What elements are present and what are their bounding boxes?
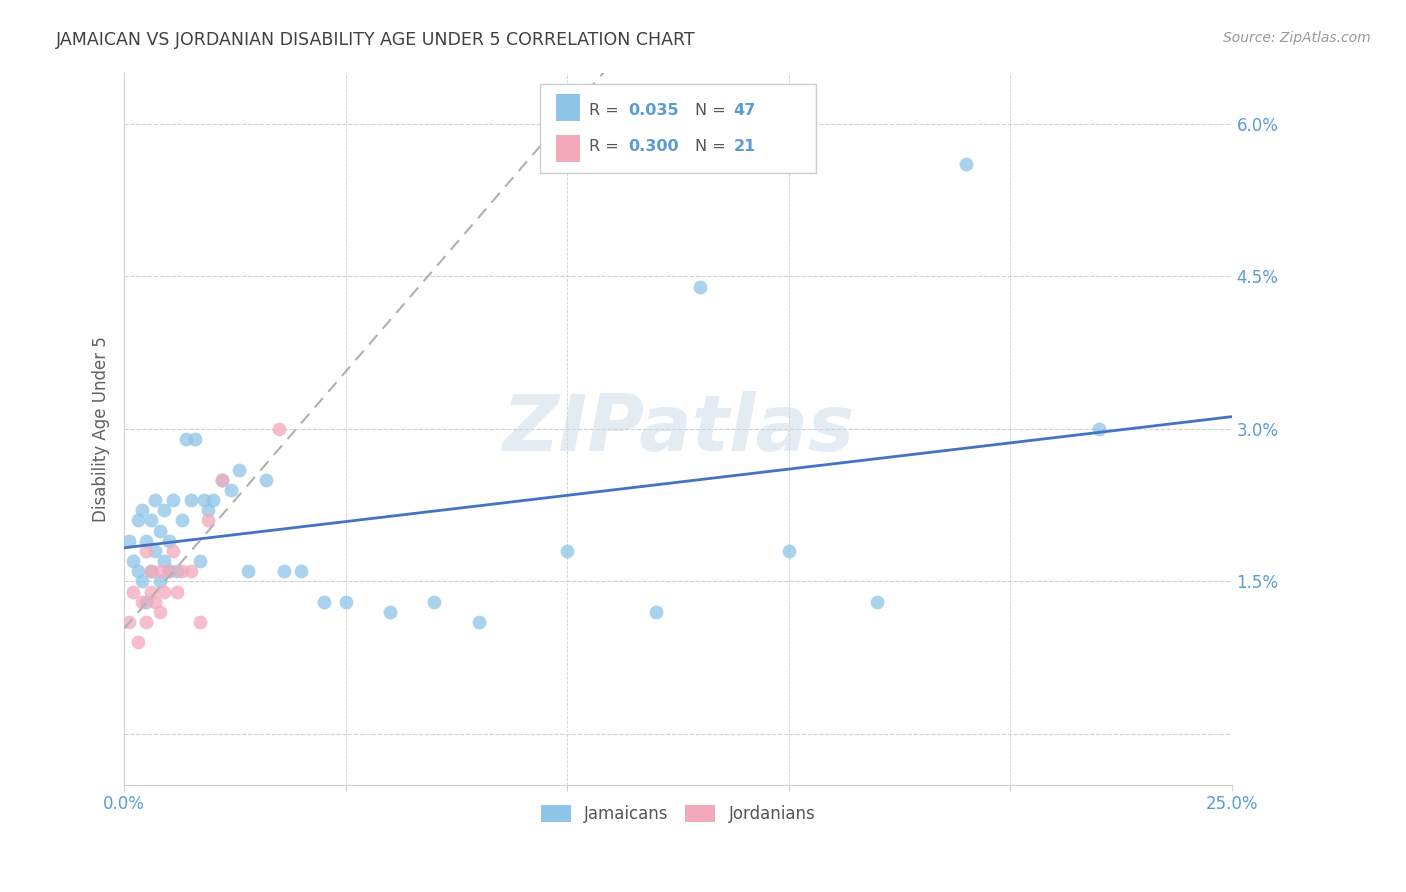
Point	[157, 564, 180, 578]
Point	[201, 493, 224, 508]
Point	[135, 615, 157, 629]
Point	[122, 554, 145, 568]
Text: ZIPatlas: ZIPatlas	[502, 391, 853, 467]
FancyBboxPatch shape	[557, 135, 581, 162]
Point	[162, 544, 184, 558]
Point	[193, 493, 215, 508]
Point	[254, 473, 277, 487]
Point	[135, 595, 157, 609]
Point	[162, 493, 184, 508]
Point	[467, 615, 489, 629]
FancyBboxPatch shape	[540, 84, 817, 173]
Point	[378, 605, 401, 619]
Point	[211, 473, 233, 487]
Point	[211, 473, 233, 487]
Point	[157, 564, 180, 578]
Text: 47: 47	[734, 103, 755, 119]
Point	[174, 432, 197, 446]
Point	[143, 544, 166, 558]
Point	[170, 564, 193, 578]
Point	[180, 493, 202, 508]
Point	[188, 615, 211, 629]
Point	[689, 279, 711, 293]
Point	[184, 432, 207, 446]
Point	[153, 584, 176, 599]
Point	[188, 554, 211, 568]
Point	[269, 422, 291, 436]
Point	[219, 483, 242, 497]
Point	[238, 564, 260, 578]
Point	[273, 564, 295, 578]
Text: R =: R =	[589, 103, 624, 119]
Point	[127, 635, 149, 649]
Point	[153, 503, 176, 517]
Point	[143, 595, 166, 609]
Point	[122, 584, 145, 599]
Text: Source: ZipAtlas.com: Source: ZipAtlas.com	[1223, 31, 1371, 45]
Text: 0.300: 0.300	[628, 139, 679, 153]
Text: 0.035: 0.035	[628, 103, 679, 119]
Point	[149, 524, 172, 538]
Point	[135, 544, 157, 558]
Point	[131, 503, 153, 517]
Point	[166, 564, 188, 578]
Point	[644, 605, 666, 619]
Point	[170, 513, 193, 527]
Point	[139, 513, 162, 527]
Text: N =: N =	[695, 139, 731, 153]
Point	[127, 513, 149, 527]
Point	[166, 584, 188, 599]
Point	[131, 595, 153, 609]
Legend: Jamaicans, Jordanians: Jamaicans, Jordanians	[534, 798, 823, 830]
Point	[555, 544, 578, 558]
Point	[127, 564, 149, 578]
Point	[197, 503, 219, 517]
Text: JAMAICAN VS JORDANIAN DISABILITY AGE UNDER 5 CORRELATION CHART: JAMAICAN VS JORDANIAN DISABILITY AGE UND…	[56, 31, 696, 49]
Point	[149, 564, 172, 578]
Point	[778, 544, 800, 558]
Point	[423, 595, 446, 609]
Point	[139, 564, 162, 578]
Point	[1087, 422, 1109, 436]
Point	[149, 574, 172, 589]
Point	[335, 595, 357, 609]
Point	[153, 554, 176, 568]
Point	[139, 564, 162, 578]
Point	[866, 595, 889, 609]
Point	[228, 462, 250, 476]
Point	[135, 533, 157, 548]
Point	[180, 564, 202, 578]
Y-axis label: Disability Age Under 5: Disability Age Under 5	[93, 336, 110, 522]
FancyBboxPatch shape	[557, 95, 581, 121]
Point	[157, 533, 180, 548]
Text: N =: N =	[695, 103, 731, 119]
Text: R =: R =	[589, 139, 624, 153]
Point	[197, 513, 219, 527]
Point	[117, 615, 139, 629]
Point	[117, 533, 139, 548]
Point	[139, 584, 162, 599]
Point	[955, 157, 977, 171]
Point	[149, 605, 172, 619]
Point	[290, 564, 312, 578]
Point	[131, 574, 153, 589]
Point	[312, 595, 335, 609]
Point	[143, 493, 166, 508]
Text: 21: 21	[734, 139, 755, 153]
